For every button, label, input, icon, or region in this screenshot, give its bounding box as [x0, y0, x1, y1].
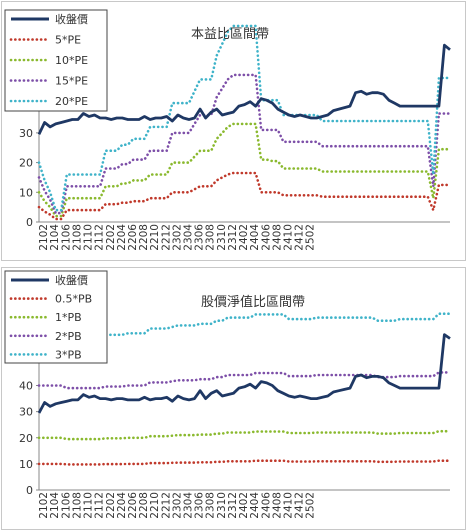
x-tick-label: 2412	[294, 492, 306, 519]
x-tick-label: 2308	[205, 492, 217, 519]
x-tick-label: 2210	[149, 224, 161, 251]
x-tick-label: 2102	[38, 224, 50, 251]
x-tick-label: 2304	[183, 492, 195, 519]
chart-title: 本益比區間帶	[191, 27, 269, 42]
x-tick-label: 2406	[260, 492, 272, 519]
y-tick-label: 20	[19, 157, 33, 170]
x-tick-label: 2408	[271, 224, 283, 251]
legend-box	[4, 270, 108, 364]
x-tick-label: 2208	[138, 224, 150, 251]
pe-band-chart: 0102030405060702102210421062108211021122…	[4, 8, 452, 251]
x-tick-label: 2212	[160, 492, 172, 519]
legend-label: 3*PB	[55, 348, 82, 361]
series-line-1	[37, 459, 452, 466]
series-line-3	[37, 73, 452, 215]
x-tick-label: 2110	[83, 492, 95, 519]
x-tick-label: 2202	[105, 224, 117, 251]
x-tick-label: 2404	[249, 492, 261, 519]
x-tick-label: 2110	[83, 224, 95, 251]
x-tick-label: 2308	[205, 224, 217, 251]
x-tick-label: 2210	[149, 492, 161, 519]
series-line-2	[37, 429, 452, 441]
y-tick-label: 0	[26, 484, 33, 497]
chart-title: 股價淨值比區間帶	[201, 294, 305, 310]
x-tick-label: 2306	[194, 492, 206, 519]
legend-label: 1*PB	[55, 311, 82, 324]
x-tick-label: 2312	[227, 224, 239, 251]
x-tick-label: 2206	[127, 224, 139, 251]
series-line-4	[37, 24, 452, 212]
x-tick-label: 2408	[271, 492, 283, 519]
x-tick-label: 2406	[260, 224, 272, 251]
x-tick-label: 2302	[171, 492, 183, 519]
x-tick-label: 2106	[60, 492, 72, 519]
x-tick-label: 2104	[49, 224, 61, 251]
x-tick-label: 2302	[171, 224, 183, 251]
legend-label: 收盤價	[55, 273, 88, 287]
legend-box	[4, 9, 108, 112]
x-tick-label: 2402	[238, 224, 250, 251]
legend-label: 20*PE	[55, 95, 88, 108]
series-line-0	[37, 333, 451, 414]
x-tick-label: 2112	[94, 224, 106, 251]
y-tick-label: 30	[19, 406, 33, 419]
y-tick-label: 30	[19, 127, 33, 140]
x-tick-label: 2304	[183, 224, 195, 251]
pe-band-chart-panel: 0102030405060702102210421062108211021122…	[1, 1, 466, 261]
x-tick-label: 2502	[305, 224, 317, 251]
x-tick-label: 2312	[227, 492, 239, 519]
x-tick-label: 2306	[194, 224, 206, 251]
x-tick-label: 2208	[138, 492, 150, 519]
series-line-1	[37, 171, 452, 221]
x-tick-label: 2112	[94, 492, 106, 519]
x-tick-label: 2102	[38, 492, 50, 519]
y-tick-label: 20	[19, 432, 33, 445]
x-tick-label: 2108	[71, 492, 83, 519]
x-tick-label: 2206	[127, 492, 139, 519]
y-tick-label: 0	[26, 216, 33, 229]
series-line-3	[37, 371, 452, 390]
x-tick-label: 2202	[105, 492, 117, 519]
x-tick-label: 2108	[71, 224, 83, 251]
legend-label: 15*PE	[55, 75, 88, 88]
x-tick-label: 2212	[160, 224, 172, 251]
x-tick-label: 2104	[49, 492, 61, 519]
x-tick-label: 2410	[282, 224, 294, 251]
x-tick-label: 2310	[216, 492, 228, 519]
legend-label: 收盤價	[55, 12, 88, 26]
legend-label: 2*PB	[55, 330, 82, 343]
y-tick-label: 40	[19, 380, 33, 393]
pb-band-chart: 0102030405060708021022104210621082110211…	[4, 270, 452, 519]
x-tick-label: 2204	[116, 224, 128, 251]
legend-label: 5*PE	[55, 34, 81, 47]
x-tick-label: 2310	[216, 224, 228, 251]
legend-label: 0.5*PB	[55, 293, 92, 306]
legend-label: 10*PE	[55, 54, 88, 67]
x-tick-label: 2410	[282, 492, 294, 519]
x-tick-label: 2502	[305, 492, 317, 519]
series-line-0	[37, 43, 451, 135]
y-tick-label: 10	[19, 186, 33, 199]
x-tick-label: 2404	[249, 224, 261, 251]
x-tick-label: 2204	[116, 492, 128, 519]
x-tick-label: 2412	[294, 224, 306, 251]
pb-band-chart-panel: 0102030405060708021022104210621082110211…	[1, 267, 466, 530]
y-tick-label: 10	[19, 458, 33, 471]
x-tick-label: 2402	[238, 492, 250, 519]
x-tick-label: 2106	[60, 224, 72, 251]
